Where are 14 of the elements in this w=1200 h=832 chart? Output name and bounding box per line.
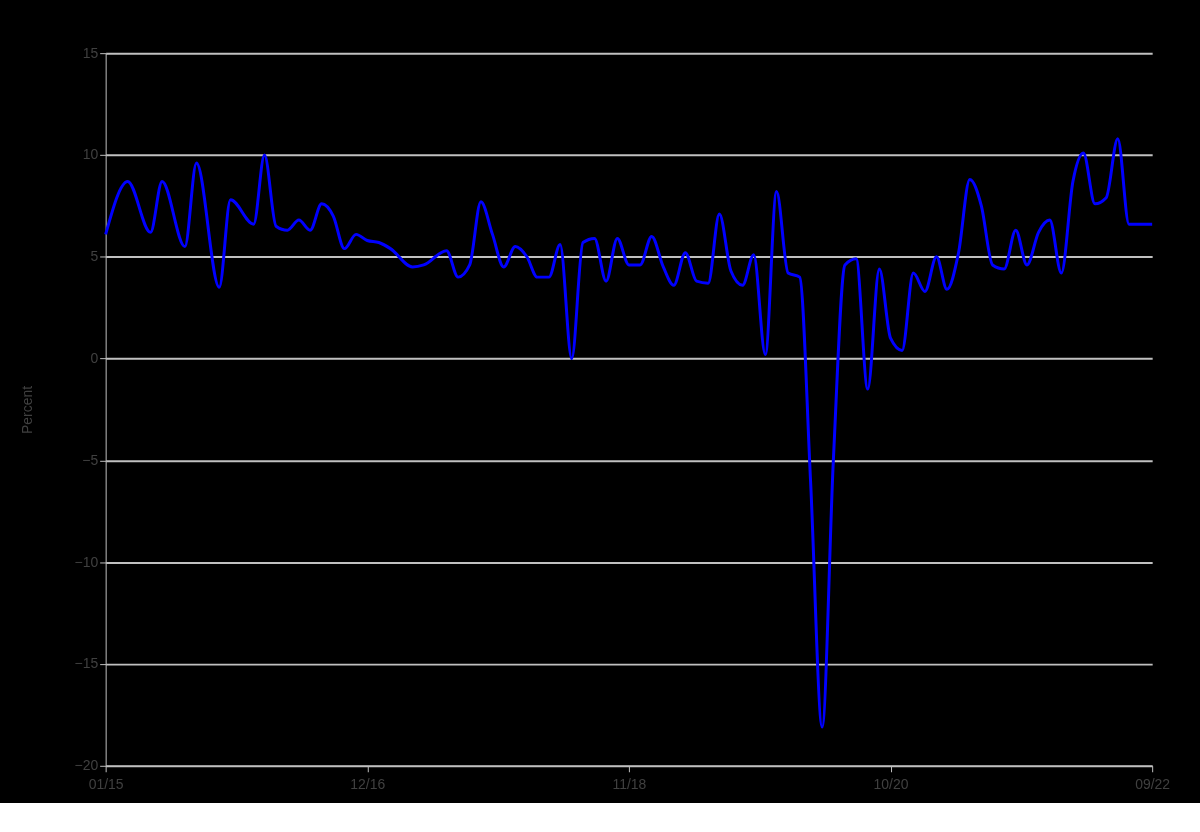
y-tick-label: −5 xyxy=(82,451,99,468)
x-tick-label: 11/18 xyxy=(612,776,647,793)
x-tick-label: 01/15 xyxy=(88,776,124,793)
y-tick-label: −20 xyxy=(74,757,99,774)
y-tick-label: −15 xyxy=(74,655,99,672)
y-tick-label: 0 xyxy=(90,350,99,367)
x-tick-label: 10/20 xyxy=(873,776,909,793)
y-axis-title: Percent xyxy=(18,385,35,434)
x-tick-label: 09/22 xyxy=(1135,776,1171,793)
y-tick-label: 5 xyxy=(90,248,99,265)
y-tick-label: −10 xyxy=(74,553,99,570)
y-tick-label: 10 xyxy=(82,146,99,163)
y-tick-label: 15 xyxy=(82,44,99,61)
x-tick-label: 12/16 xyxy=(350,776,386,793)
